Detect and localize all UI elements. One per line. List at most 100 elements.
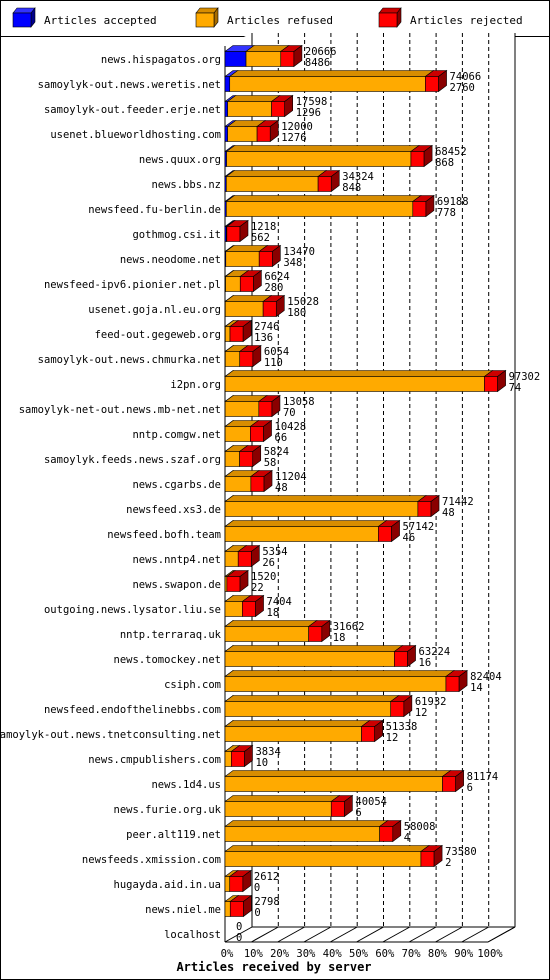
bar-segment-top	[225, 195, 422, 202]
bar-end-side	[407, 644, 416, 668]
bar-end-side	[263, 419, 272, 443]
bar-end-side	[239, 569, 249, 593]
total-value-label: 5824	[264, 446, 289, 458]
total-value-label: 40054	[355, 796, 387, 808]
bar-end-side	[271, 394, 281, 418]
category-label: news.niel.me	[145, 904, 221, 916]
x-tick-label: 100%	[477, 948, 503, 960]
legend-item-refused: Articles refused	[195, 7, 333, 28]
category-label: nntp.comgw.net	[132, 429, 221, 441]
bar-end-side	[321, 619, 331, 643]
floor-gridline	[382, 926, 411, 943]
bar-segment	[224, 301, 264, 317]
bar-segment	[224, 501, 419, 517]
total-value-label: 13058	[283, 396, 315, 408]
category-label: gothmog.csi.it	[132, 229, 221, 241]
bar-end-side	[244, 744, 253, 768]
accepted-value-label: 562	[251, 232, 270, 244]
bar-end-side	[263, 469, 273, 493]
category-label: samoylyk.feeds.news.szaf.org	[44, 454, 221, 466]
bar-segment-top	[226, 95, 281, 102]
accepted-value-label: 180	[287, 307, 306, 319]
accepted-value-label: 16	[419, 657, 432, 669]
category-label: samoylyk-out.feeder.erje.net	[44, 104, 221, 116]
bar-segment	[224, 701, 392, 717]
bar-segment	[242, 601, 256, 617]
bar-segment	[229, 326, 244, 342]
bar-segment	[224, 601, 243, 617]
category-label: hugayda.aid.in.ua	[114, 879, 221, 891]
total-value-label: 82404	[470, 671, 502, 683]
bar-segment	[224, 726, 362, 742]
bar-segment	[226, 176, 319, 192]
bar-segment	[420, 851, 435, 867]
bar-segment	[361, 726, 375, 742]
bar-segment	[271, 101, 286, 117]
bar-segment	[239, 276, 254, 292]
accepted-value-label: 8486	[305, 57, 330, 69]
bar-end-side	[252, 444, 262, 468]
total-value-label: 34324	[342, 171, 374, 183]
bar-segment	[224, 351, 241, 367]
accepted-value-label: 4	[404, 832, 410, 844]
floor-gridline	[251, 926, 279, 943]
total-value-label: 5354	[262, 546, 287, 558]
floor-gridline	[329, 926, 358, 943]
bar-segment-top	[224, 645, 404, 652]
x-tick-label: 30%	[296, 948, 316, 960]
accepted-value-label: 1296	[296, 107, 321, 119]
category-label: csiph.com	[164, 679, 221, 691]
accepted-value-label: 1276	[281, 132, 306, 144]
legend: Articles accepted Articles refused Artic…	[12, 7, 523, 28]
bar-segment	[258, 251, 273, 267]
category-label: news.tomockey.net	[114, 654, 221, 666]
bar-segment-top	[228, 70, 435, 77]
category-label: news.bbs.nz	[151, 179, 221, 191]
bar-segment	[224, 851, 422, 867]
category-label: news.furie.org.uk	[114, 804, 222, 816]
bars-layer	[224, 44, 507, 918]
bar-segment	[256, 126, 271, 142]
total-value-label: 17598	[296, 96, 328, 108]
total-value-label: 51338	[386, 721, 418, 733]
bar-segment-top	[224, 720, 371, 727]
category-label: samoylyk-out.news.chmurka.net	[38, 354, 221, 366]
bar-end-side	[253, 269, 262, 293]
category-label: outgoing.news.lysator.liu.se	[44, 604, 221, 616]
total-value-label: 74066	[450, 71, 482, 83]
bar-end-side	[403, 694, 413, 718]
bar-segment	[224, 676, 447, 692]
category-label: newsfeed.fu-berlin.de	[88, 204, 221, 216]
bar-segment	[308, 626, 323, 642]
legend-label-accepted: Articles accepted	[44, 14, 157, 27]
bar-segment-top	[224, 370, 494, 377]
bar-end-side	[251, 544, 260, 568]
legend-item-rejected: Articles rejected	[378, 7, 523, 28]
bar-segment	[379, 826, 394, 842]
x-tick-label: 50%	[349, 948, 369, 960]
bar-segment	[484, 376, 498, 392]
total-value-label: 58008	[404, 821, 436, 833]
category-label: news.hispagatos.org	[101, 54, 221, 66]
bar-end-side	[252, 344, 262, 368]
bar-segment	[224, 901, 231, 917]
bar-segment	[224, 751, 232, 767]
total-value-label: 69188	[437, 196, 469, 208]
bar-segment	[280, 51, 295, 67]
bar-segment	[224, 876, 231, 892]
bar-segment	[224, 51, 247, 67]
category-label: newsfeed-ipv6.pionier.net.pl	[44, 279, 221, 291]
category-label: usenet.blueworldhosting.com	[50, 129, 221, 141]
accepted-value-label: 868	[435, 157, 454, 169]
bar-segment	[224, 326, 231, 342]
bar-segment	[239, 451, 254, 467]
bar-segment	[229, 901, 244, 917]
accepted-value-label: 110	[264, 357, 283, 369]
total-value-label: 2612	[254, 871, 279, 883]
accepted-value-label: 18	[333, 632, 346, 644]
category-label: news.swapon.de	[132, 579, 221, 591]
bar-segment-top	[224, 845, 430, 852]
bar-end-side	[293, 44, 303, 68]
bar-end-side	[330, 169, 340, 193]
bar-segment	[262, 301, 277, 317]
